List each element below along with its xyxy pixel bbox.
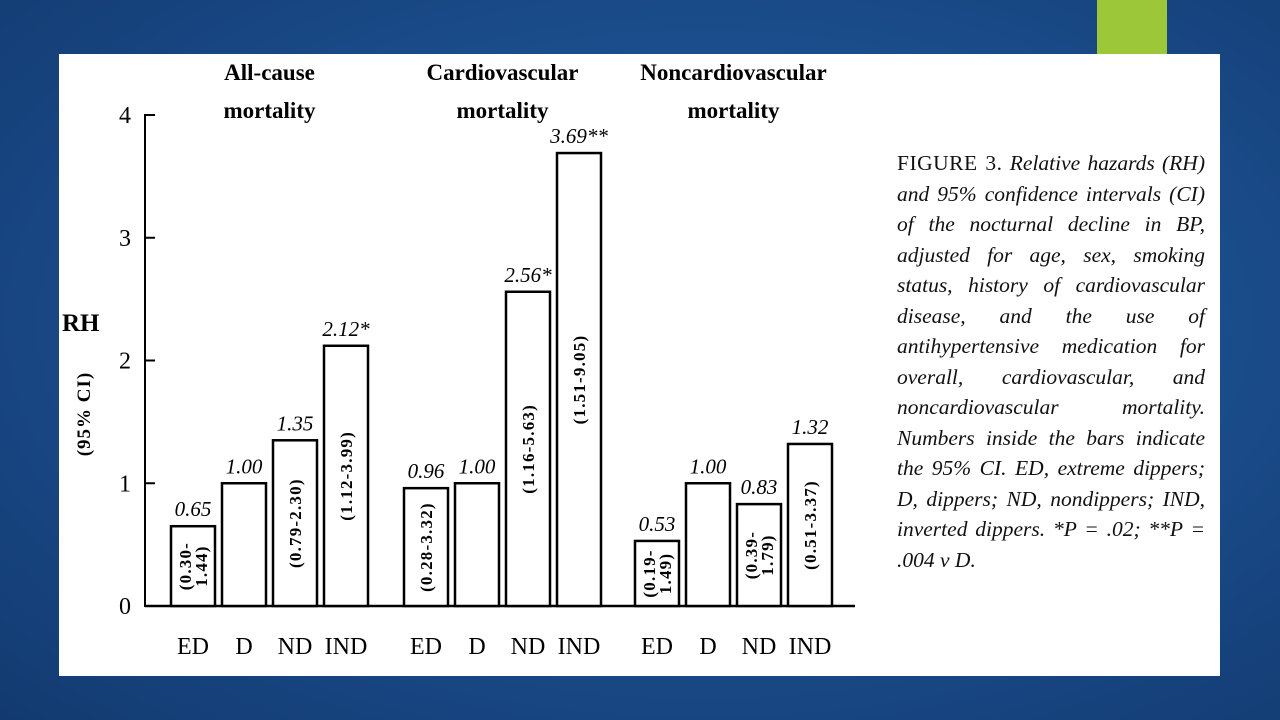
group-title-line2: mortality: [224, 98, 316, 123]
bar-value-label: 1.32: [792, 415, 829, 439]
category-label: ND: [511, 634, 546, 660]
bar-value-label: 1.00: [459, 454, 496, 478]
bar-ci-label: (0.30-: [176, 542, 195, 590]
figure-panel: 0 1 2 3 4 RH (95% CI) All-cause mortality 0.65 ED (…: [59, 54, 1220, 676]
bar-ci-label: (0.51-3.37): [801, 480, 820, 570]
category-label: D: [468, 634, 485, 660]
bar-ci-label: (1.16-5.63): [519, 404, 538, 494]
bar: [402, 486, 450, 608]
category-label: D: [699, 634, 716, 660]
bar-value-label: 1.00: [690, 454, 727, 478]
y-tick-label: 3: [119, 226, 131, 252]
bar-ci-label: 1.79): [758, 534, 777, 575]
y-tick-label: 1: [119, 471, 131, 497]
bar: [786, 442, 834, 608]
bar: [271, 439, 319, 608]
bar-value-label: 0.96: [408, 459, 445, 483]
category-label: D: [235, 634, 252, 660]
bar-ci-label: (0.79-2.30): [286, 478, 305, 568]
group-title-line2: mortality: [457, 98, 549, 123]
y-tick-label: 4: [119, 103, 131, 129]
bar-ci-label: 1.49): [656, 553, 675, 594]
category-label: ND: [742, 634, 777, 660]
bar-chart: 0 1 2 3 4 RH (95% CI) All-cause mortality 0.65 ED (…: [62, 60, 855, 660]
bar-value-label: 3.69**: [549, 124, 608, 148]
bar-value-label: 0.65: [175, 497, 212, 521]
bar-value-label: 1.35: [277, 411, 314, 435]
category-label: IND: [558, 634, 601, 660]
group-title-line1: All-cause: [224, 60, 315, 85]
bar: [453, 482, 501, 608]
bar: [735, 502, 783, 608]
category-label: ED: [410, 634, 442, 660]
bar: [633, 539, 681, 608]
category-label: ED: [641, 634, 673, 660]
accent-bar: [1097, 0, 1167, 54]
bar-value-label: 1.00: [226, 454, 263, 478]
figure-caption: FIGURE 3. Relative hazards (RH) and 95% …: [897, 148, 1205, 575]
bar-value-label: 2.12*: [322, 317, 370, 341]
category-label: IND: [325, 634, 368, 660]
y-tick-label: 2: [119, 349, 131, 375]
bar-ci-label: (1.12-3.99): [337, 431, 356, 521]
bar: [684, 482, 732, 608]
bar-ci-label: (0.19-: [640, 549, 659, 597]
bar-ci-label: (1.51-9.05): [570, 335, 589, 425]
bar: [220, 482, 268, 608]
y-tick-label: 0: [119, 594, 131, 620]
category-label: ND: [278, 634, 313, 660]
bar: [169, 524, 217, 608]
caption-lead: FIGURE 3.: [897, 151, 1003, 175]
bar-value-label: 0.53: [639, 512, 676, 536]
bar-ci-label: (0.39-: [742, 531, 761, 579]
bar-ci-label: (0.28-3.32): [417, 502, 436, 592]
category-label: IND: [789, 634, 832, 660]
bar-value-label: 2.56*: [504, 263, 552, 287]
bar-value-label: 0.83: [741, 475, 778, 499]
group-title-line1: Noncardiovascular: [640, 60, 827, 85]
caption-text: Relative hazards (RH) and 95% confidence…: [897, 151, 1205, 572]
bar: [322, 344, 370, 608]
y-axis-sublabel: (95% CI): [74, 372, 95, 457]
group-title-line1: Cardiovascular: [426, 60, 578, 85]
bar-ci-label: 1.44): [192, 545, 211, 586]
bar: [555, 151, 603, 608]
y-axis-label: RH: [62, 310, 100, 337]
category-label: ED: [177, 634, 209, 660]
bar: [504, 290, 552, 608]
group-title-line2: mortality: [688, 98, 780, 123]
